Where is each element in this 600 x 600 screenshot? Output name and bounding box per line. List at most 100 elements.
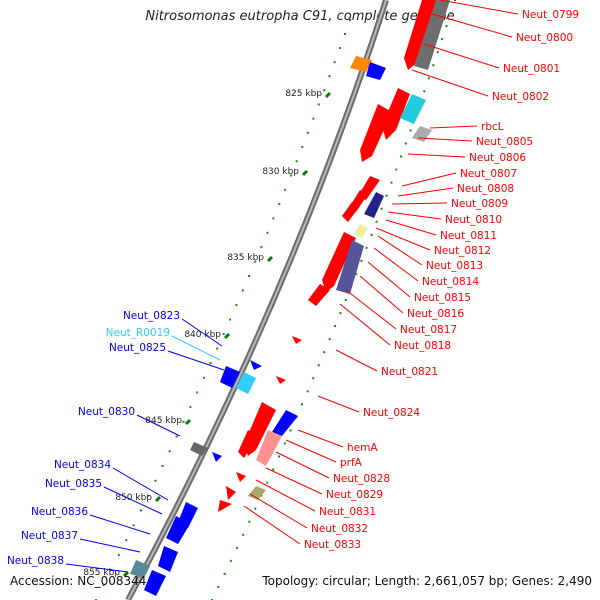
forward-gene-label: Neut_0821	[381, 366, 438, 378]
forward-gene-label: Neut_0828	[333, 473, 390, 485]
forward-gene-label: Neut_0824	[363, 407, 420, 419]
inner-track-dot	[339, 312, 342, 315]
reverse-gene-block	[212, 452, 222, 462]
forward-gene-label: hemA	[347, 442, 378, 454]
blue-gene-block	[272, 410, 298, 436]
outer-track-dot	[235, 304, 238, 306]
forward-gene-label: Neut_0809	[451, 198, 508, 210]
forward-leader-line	[285, 439, 337, 463]
reverse-leader-line	[167, 350, 225, 371]
forward-leader-line	[335, 349, 378, 372]
reverse-leader-line	[112, 467, 169, 501]
outer-track-dot	[284, 188, 287, 191]
genome-summary: Topology: circular; Length: 2,661,057 bp…	[262, 574, 592, 588]
forward-gene-label: Neut_0833	[304, 539, 361, 551]
outer-track-dot	[168, 450, 171, 453]
outer-track-dot	[117, 554, 120, 557]
scale-tick-mark	[301, 169, 309, 177]
inner-track-dot	[334, 325, 337, 328]
reverse-gene-block	[166, 516, 190, 544]
forward-gene-label: Neut_0815	[414, 292, 471, 304]
forward-gene-label: Neut_0810	[445, 214, 502, 226]
inner-track-dot	[317, 364, 320, 367]
scale-tick-mark	[122, 570, 130, 578]
inner-track-dot	[441, 38, 444, 41]
forward-leader-line	[265, 467, 323, 495]
reverse-gene-label: Neut_0834	[54, 459, 111, 471]
scale-tick-mark	[324, 91, 332, 99]
inner-track-dot	[344, 299, 347, 301]
forward-leader-line	[377, 235, 423, 266]
reverse-gene-label: Neut_0830	[78, 406, 135, 418]
reverse-gene-label: Neut_0825	[109, 342, 166, 354]
inner-track-dot	[423, 90, 426, 93]
outer-track-dot	[289, 174, 292, 177]
forward-gene-label: Neut_0812	[434, 245, 491, 257]
forward-gene-label: Neut_0808	[457, 183, 514, 195]
forward-gene-label: Neut_0813	[426, 260, 483, 272]
inner-track-dot	[223, 572, 226, 575]
inner-track-dot	[436, 51, 439, 54]
inner-track-dot	[385, 194, 388, 197]
inner-track-dot	[312, 377, 315, 380]
forward-gene-label: Neut_0807	[460, 168, 517, 180]
grey-gene-block	[190, 442, 208, 456]
outer-track-dot	[248, 275, 251, 278]
inner-track-dot	[248, 520, 251, 523]
forward-gene-label: Neut_0814	[422, 276, 479, 288]
orange-gene-block	[350, 56, 372, 72]
outer-track-dot	[189, 406, 192, 409]
forward-gene-block	[292, 336, 302, 344]
forward-leader-line	[391, 202, 448, 205]
inner-track-dot	[427, 77, 430, 80]
scale-ticks: 825 kbp 830 kbp 835 kbp 840 kbp 845 kbp 850 k…	[83, 89, 332, 578]
inner-track-dot	[380, 207, 383, 210]
forward-gene-label: Neut_0799	[522, 9, 579, 21]
forward-leader-line	[397, 187, 454, 197]
inner-track-dot	[283, 442, 286, 445]
inner-track-dot	[375, 220, 378, 223]
forward-leader-line	[387, 211, 442, 220]
inner-track-dot	[355, 272, 358, 275]
forward-gene-block	[276, 376, 286, 384]
reverse-gene-label: Neut_0837	[21, 530, 78, 542]
inner-track-dot	[370, 233, 373, 236]
slate-gene-block	[336, 240, 364, 294]
forward-gene-label: Neut_0801	[503, 63, 560, 75]
scale-tick-label: 830 kbp	[262, 167, 299, 177]
outer-track-dot	[254, 260, 257, 263]
forward-leader-line	[345, 289, 397, 330]
forward-leader-line	[417, 137, 473, 142]
inner-track-dot	[390, 181, 393, 184]
forward-gene-label: Neut_0816	[407, 308, 464, 320]
accession-label: Accession: NC_008344	[10, 574, 147, 588]
inner-track-dot	[400, 155, 403, 158]
forward-leader-line	[359, 275, 404, 314]
forward-leader-line	[373, 247, 419, 282]
forward-gene-label: Neut_0802	[492, 91, 549, 103]
forward-gene-label: Neut_0805	[476, 136, 533, 148]
outer-track-dot	[175, 435, 178, 438]
scale-tick-mark	[154, 495, 162, 503]
reverse-gene-block	[220, 366, 240, 388]
label-leader-lines	[65, 0, 519, 573]
forward-leader-line	[429, 125, 478, 129]
forward-leader-line	[255, 479, 316, 512]
outer-track-dot	[229, 318, 232, 321]
forward-gene-block	[218, 500, 232, 512]
forward-gene-block	[360, 104, 392, 162]
forward-leader-line	[249, 493, 308, 529]
outer-track-dot	[260, 246, 263, 249]
outer-track-dot	[343, 33, 346, 36]
reverse-leader-line	[136, 414, 181, 437]
scale-tick-label: 825 kbp	[285, 89, 322, 99]
grey-gene-block	[414, 0, 450, 70]
backbone-ring-highlight	[127, 0, 387, 600]
scale-tick-label: 855 kbp	[83, 568, 120, 578]
forward-leader-line	[431, 13, 513, 38]
inner-track-dot	[432, 64, 435, 67]
rna-block	[236, 372, 256, 394]
inner-track-dot	[272, 468, 275, 471]
scale-tick-mark	[223, 332, 231, 340]
